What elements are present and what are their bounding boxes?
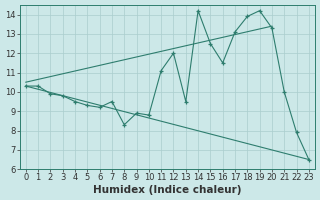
X-axis label: Humidex (Indice chaleur): Humidex (Indice chaleur) (93, 185, 242, 195)
